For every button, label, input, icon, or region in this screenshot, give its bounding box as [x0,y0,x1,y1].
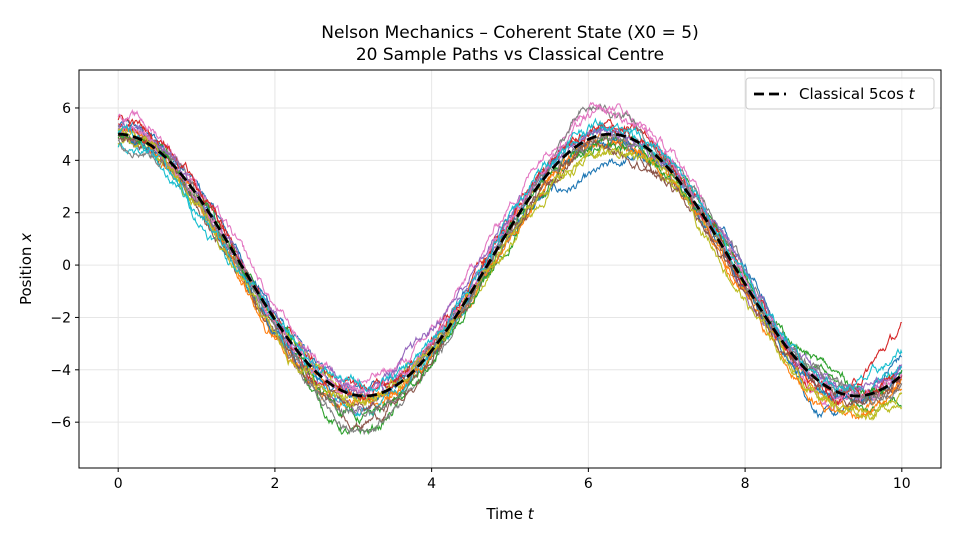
chart-title: Nelson Mechanics – Coherent State (X0 = … [321,23,698,43]
y-tick-label: 0 [62,258,71,274]
y-tick-label: 2 [62,206,71,222]
legend-label: Classical 5cos t [799,85,916,103]
chart-subtitle: 20 Sample Paths vs Classical Centre [356,45,664,65]
sample-path [117,134,903,431]
y-label-text: Position [17,242,35,305]
legend-box [745,77,935,110]
classical-curve [118,132,903,398]
sample-path [117,133,903,425]
sample-paths [117,101,903,436]
x-tick-label: 0 [114,476,123,492]
y-tick-label: −2 [50,310,71,326]
y-tick-label: −4 [50,363,71,379]
x-tick-label: 10 [893,476,911,492]
legend: Classical 5cos t [745,77,935,110]
y-tick-label: 6 [62,101,71,117]
y-axis-label: Position x [17,233,35,305]
sample-path [117,130,902,436]
x-tick-label: 4 [427,476,436,492]
legend-label-text: Classical 5cos [799,85,909,103]
y-tick-label: 4 [62,153,71,169]
x-label-var: t [528,505,535,523]
y-label-var: x [17,233,35,243]
y-tick-label: −6 [50,415,71,431]
sample-path [117,134,903,418]
sample-path [117,133,903,418]
sample-path [117,127,903,422]
x-tick-label: 8 [741,476,750,492]
plot-frame [78,69,942,469]
x-tick-label: 2 [270,476,279,492]
legend-label-var: t [909,85,916,103]
axis-ticks: 0 2 4 6 8 10 −6 −4 −2 0 2 4 6 [50,101,910,492]
x-label-text: Time [485,505,527,523]
sample-path [117,117,903,394]
x-axis-label: Time t [485,505,534,523]
x-tick-label: 6 [584,476,593,492]
